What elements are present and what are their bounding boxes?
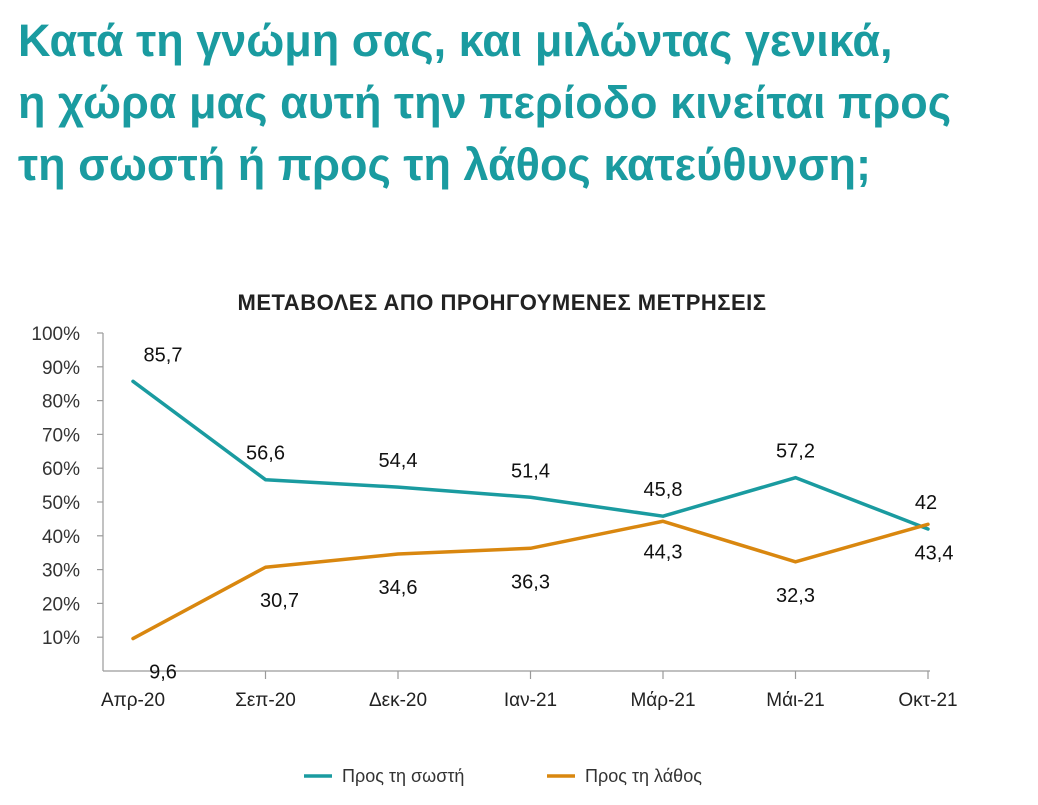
y-tick-label: 40%: [42, 527, 80, 548]
headline-line-2: η χώρα μας αυτή την περίοδο κινείται προ…: [18, 77, 952, 128]
data-label-right: 56,6: [246, 443, 285, 465]
y-tick-label: 70%: [42, 425, 80, 446]
data-label-wrong: 30,7: [260, 590, 299, 612]
data-label-right: 51,4: [511, 460, 550, 482]
data-label-right: 85,7: [144, 344, 183, 366]
chart-legend: Προς τη σωστή Προς τη λάθος: [304, 766, 702, 786]
data-label-right: 42: [915, 492, 937, 514]
y-tick-label: 100%: [31, 324, 80, 345]
data-label-wrong: 36,3: [511, 571, 550, 593]
legend-label-right: Προς τη σωστή: [342, 766, 464, 786]
y-tick-label: 50%: [42, 493, 80, 514]
y-tick-label: 80%: [42, 392, 80, 413]
data-label-wrong: 32,3: [776, 585, 815, 607]
x-tick-label: Μάι-21: [766, 690, 825, 711]
legend-label-wrong: Προς τη λάθος: [585, 766, 702, 786]
page-headline: Κατά τη γνώμη σας, και μιλώντας γενικά, …: [18, 10, 1028, 196]
data-label-right: 45,8: [644, 479, 683, 501]
data-label-wrong: 44,3: [644, 541, 683, 563]
data-label-wrong: 43,4: [915, 542, 954, 564]
y-tick-label: 10%: [42, 628, 80, 649]
y-tick-label: 30%: [42, 561, 80, 582]
chart-data-labels: 85,7 56,6 54,4 51,4 45,8 57,2 42 9,6 30,7 34,6 36,…: [144, 344, 954, 683]
x-tick-label: Μάρ-21: [630, 690, 695, 711]
data-label-wrong: 34,6: [379, 577, 418, 599]
headline-line-1: Κατά τη γνώμη σας, και μιλώντας γενικά,: [18, 15, 893, 66]
chart-series: [131, 379, 930, 641]
chart-axes: 10% 20% 30% 40% 50% 60% 70% 80% 90% 100% Απρ-20 Σεπ…: [31, 324, 957, 711]
x-tick-label: Δεκ-20: [369, 690, 427, 711]
x-tick-label: Οκτ-21: [898, 690, 957, 711]
data-label-right: 57,2: [776, 441, 815, 463]
data-label-wrong: 9,6: [149, 662, 177, 684]
x-tick-label: Απρ-20: [101, 690, 165, 711]
x-tick-label: Σεπ-20: [235, 690, 296, 711]
y-tick-label: 20%: [42, 594, 80, 615]
headline-line-3: τη σωστή ή προς τη λάθος κατεύθυνση;: [18, 139, 872, 190]
x-tick-label: Ιαν-21: [504, 690, 557, 711]
chart-title: ΜΕΤΑΒΟΛΕΣ ΑΠΟ ΠΡΟΗΓΟΥΜΕΝΕΣ ΜΕΤΡΗΣΕΙΣ: [238, 290, 767, 315]
y-tick-label: 60%: [42, 459, 80, 480]
data-label-right: 54,4: [379, 450, 418, 472]
y-tick-label: 90%: [42, 358, 80, 379]
